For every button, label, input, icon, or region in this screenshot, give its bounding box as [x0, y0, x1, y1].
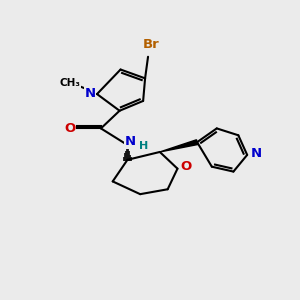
- Text: N: N: [85, 87, 96, 100]
- Text: Br: Br: [142, 38, 159, 52]
- Text: O: O: [181, 160, 192, 173]
- Text: CH₃: CH₃: [59, 78, 80, 88]
- Text: H: H: [140, 141, 149, 151]
- Text: O: O: [64, 122, 75, 135]
- Polygon shape: [160, 140, 198, 152]
- Text: N: N: [125, 135, 136, 148]
- Text: N: N: [250, 147, 262, 161]
